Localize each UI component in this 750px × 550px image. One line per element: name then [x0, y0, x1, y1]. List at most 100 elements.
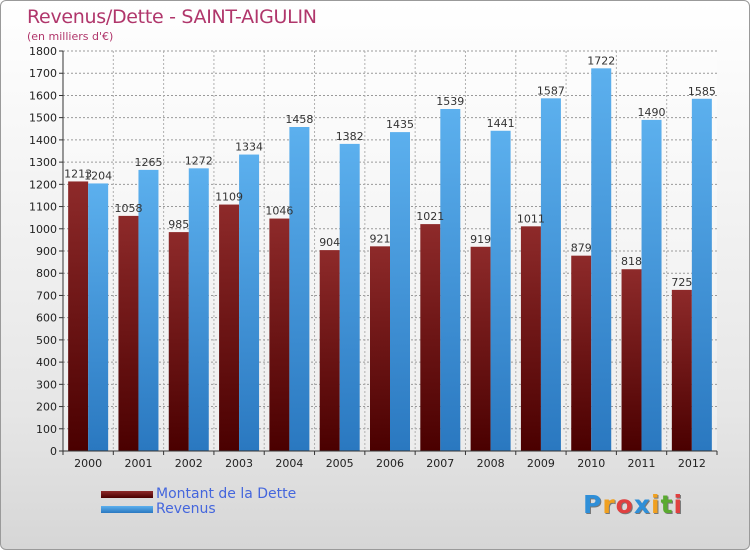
y-tick-label: 200: [36, 401, 57, 414]
data-label: 818: [621, 255, 642, 268]
y-tick-label: 1000: [29, 223, 57, 236]
x-tick-label: 2011: [628, 457, 656, 470]
logo-letter: o: [615, 490, 634, 519]
x-tick-label: 2003: [225, 457, 253, 470]
bar-revenus: [641, 119, 662, 451]
data-label: 1265: [134, 156, 162, 169]
bar-debt: [168, 232, 189, 451]
y-tick-label: 300: [36, 378, 57, 391]
bar-revenus: [591, 68, 612, 451]
bar-debt: [571, 255, 592, 451]
y-tick-label: 400: [36, 356, 57, 369]
chart-title: Revenus/Dette - SAINT-AIGULIN: [27, 6, 317, 28]
bar-revenus: [390, 132, 410, 451]
bar-debt: [219, 204, 240, 451]
x-tick-label: 2002: [175, 457, 203, 470]
x-tick-label: 2006: [376, 457, 404, 470]
proxiti-logo: Proxiti: [583, 490, 683, 519]
bar-revenus: [490, 130, 511, 451]
data-label: 985: [168, 218, 189, 231]
bar-debt: [671, 289, 692, 451]
bar-debt: [319, 250, 340, 451]
data-label: 1539: [436, 95, 464, 108]
data-label: 1272: [185, 154, 213, 167]
bar-revenus: [440, 109, 461, 451]
bar-debt: [370, 246, 390, 451]
chart-subtitle: (en milliers d'€): [27, 30, 114, 43]
legend-swatch-revenus: [101, 506, 153, 513]
bar-debt: [68, 181, 89, 451]
data-label: 1722: [587, 54, 615, 67]
data-label: 1046: [265, 205, 293, 218]
data-label: 1213: [64, 167, 92, 180]
data-label: 879: [571, 242, 592, 255]
y-tick-label: 1100: [29, 201, 57, 214]
x-tick-label: 2007: [426, 457, 454, 470]
y-tick-label: 0: [50, 445, 57, 458]
logo-letter: t: [660, 490, 674, 519]
x-tick-label: 2000: [74, 457, 102, 470]
logo-letter: r: [602, 490, 616, 519]
x-tick-label: 2010: [577, 457, 605, 470]
bar-revenus: [239, 154, 260, 452]
data-label: 921: [370, 232, 391, 245]
y-tick-label: 1700: [29, 67, 57, 80]
legend-label-revenus: Revenus: [156, 501, 216, 517]
bar-debt: [621, 269, 642, 451]
y-tick-label: 100: [36, 423, 57, 436]
bar-debt: [269, 218, 290, 451]
y-tick-label: 800: [36, 267, 57, 280]
data-label: 919: [470, 233, 491, 246]
data-label: 1334: [235, 141, 263, 154]
y-tick-label: 1800: [29, 45, 57, 58]
bar-revenus: [138, 169, 159, 451]
bar-debt: [420, 224, 441, 451]
bar-revenus: [289, 127, 310, 451]
data-label: 1382: [336, 130, 364, 143]
data-label: 1011: [517, 212, 545, 225]
x-tick-label: 2004: [275, 457, 303, 470]
y-tick-label: 700: [36, 289, 57, 302]
data-label: 1441: [487, 117, 515, 130]
y-tick-label: 1600: [29, 89, 57, 102]
x-tick-label: 2008: [477, 457, 505, 470]
data-label: 904: [319, 236, 340, 249]
data-label: 1490: [638, 106, 666, 119]
bar-revenus: [339, 143, 360, 451]
y-tick-label: 1200: [29, 178, 57, 191]
data-label: 1458: [285, 113, 313, 126]
y-tick-label: 600: [36, 312, 57, 325]
bar-debt: [470, 246, 491, 451]
data-label: 1021: [416, 210, 444, 223]
legend-label-debt: Montant de la Dette: [156, 486, 297, 502]
data-label: 1204: [84, 169, 112, 182]
bar-revenus: [188, 168, 209, 452]
data-label: 1435: [386, 118, 414, 131]
y-tick-label: 500: [36, 334, 57, 347]
y-tick-label: 1300: [29, 156, 57, 169]
data-label: 1058: [114, 202, 142, 215]
y-tick-label: 1500: [29, 112, 57, 125]
bar-revenus: [88, 183, 109, 451]
legend-swatch-debt: [101, 491, 153, 498]
data-label: 1587: [537, 84, 565, 97]
bar-debt: [118, 215, 139, 451]
logo-letter: i: [651, 490, 661, 519]
y-tick-label: 1400: [29, 134, 57, 147]
data-label: 725: [671, 276, 692, 289]
bar-debt: [520, 226, 541, 451]
bar-revenus: [540, 98, 561, 451]
x-tick-label: 2009: [527, 457, 555, 470]
x-tick-label: 2012: [678, 457, 706, 470]
x-tick-label: 2005: [326, 457, 354, 470]
y-tick-label: 900: [36, 245, 57, 258]
logo-letter: i: [673, 490, 684, 519]
bar-revenus: [691, 98, 712, 452]
data-label: 1109: [215, 191, 243, 204]
x-tick-label: 2001: [124, 457, 152, 470]
logo-letter: x: [633, 490, 651, 519]
data-label: 1585: [688, 85, 716, 98]
logo-letter: P: [583, 490, 603, 519]
